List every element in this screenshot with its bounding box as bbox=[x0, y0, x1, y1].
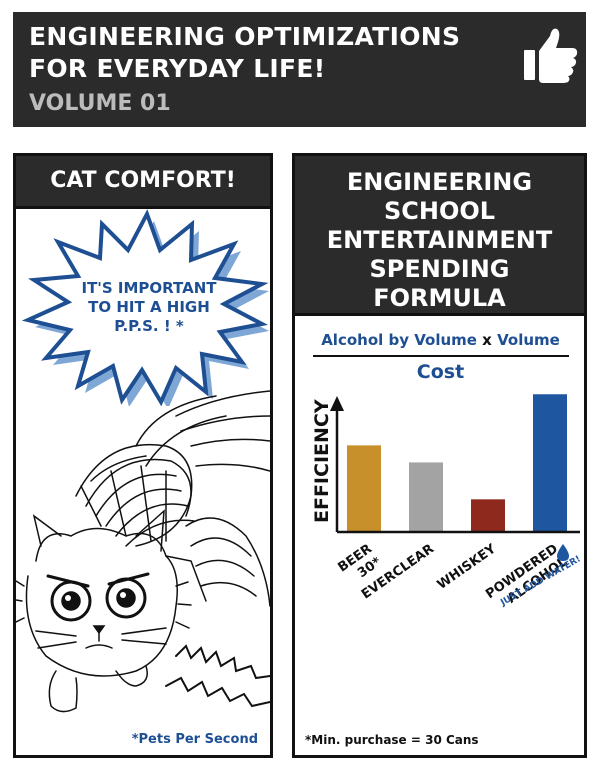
bar-everclear bbox=[409, 462, 443, 532]
burst-line-2: TO HIT A HIGH bbox=[88, 298, 210, 316]
formula-abv: Alcohol by Volume bbox=[321, 331, 477, 349]
burst-line-3: P.P.S. ! * bbox=[114, 317, 184, 335]
cat-comfort-panel: CAT COMFORT! IT'S IMPORTANT TO HIT A HIG… bbox=[13, 153, 273, 758]
header-title-line-1: ENGINEERING OPTIMIZATIONS bbox=[29, 22, 461, 51]
efficiency-bar-chart: EFFICIENCY BEER30*EVERCLEARWHISKEYPOWDER… bbox=[311, 394, 583, 609]
spending-formula-title: ENGINEERING SCHOOL ENTERTAINMENT SPENDIN… bbox=[295, 156, 584, 316]
formula-volume: Volume bbox=[497, 331, 560, 349]
title-line: FORMULA bbox=[373, 284, 506, 312]
title-line: ENTERTAINMENT bbox=[326, 226, 553, 254]
speech-burst-text: IT'S IMPORTANT TO HIT A HIGH P.P.S. ! * bbox=[64, 279, 234, 336]
title-line: ENGINEERING bbox=[346, 168, 533, 196]
title-line: SPENDING bbox=[369, 255, 510, 283]
volume-label: VOLUME 01 bbox=[29, 91, 171, 116]
y-axis-label: EFFICIENCY bbox=[311, 399, 333, 523]
pps-footnote: *Pets Per Second bbox=[131, 732, 258, 747]
speech-burst bbox=[21, 209, 269, 406]
spending-formula-panel: ENGINEERING SCHOOL ENTERTAINMENT SPENDIN… bbox=[292, 153, 587, 758]
min-purchase-footnote: *Min. purchase = 30 Cans bbox=[305, 733, 479, 747]
cat-comfort-title: CAT COMFORT! bbox=[16, 156, 270, 209]
bar-powdered-alcohol bbox=[533, 394, 567, 532]
y-axis-arrow bbox=[330, 396, 344, 411]
header-banner: ENGINEERING OPTIMIZATIONS FOR EVERYDAY L… bbox=[13, 12, 586, 127]
petted-cat-illustration bbox=[16, 390, 270, 713]
burst-line-1: IT'S IMPORTANT bbox=[81, 279, 217, 297]
formula-numerator: Alcohol by Volume x Volume bbox=[313, 331, 568, 349]
title-line: SCHOOL bbox=[383, 197, 496, 225]
thumbs-up-icon bbox=[524, 28, 578, 83]
bar-whiskey bbox=[471, 499, 505, 532]
fraction-bar bbox=[313, 355, 569, 357]
formula-denominator: Cost bbox=[416, 361, 465, 383]
water-drop-icon bbox=[557, 544, 569, 561]
bar-beer-30 bbox=[347, 445, 381, 532]
header-title-line-2: FOR EVERYDAY LIFE! bbox=[29, 54, 326, 83]
formula-times: x bbox=[482, 331, 492, 349]
